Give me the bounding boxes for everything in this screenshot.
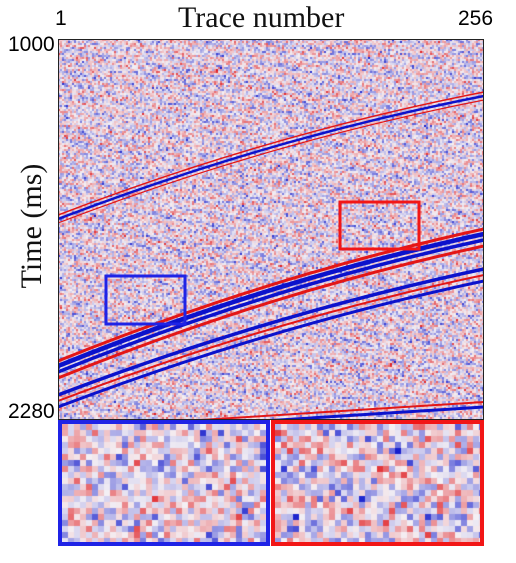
section-frame [58, 39, 484, 420]
reflection-event [255, 405, 484, 420]
x-tick-last: 256 [458, 7, 494, 30]
reflection-event [184, 401, 484, 420]
reflection-event [58, 99, 484, 224]
zoom-panel-red [271, 420, 484, 546]
y-axis-label: Time (ms) [15, 163, 48, 289]
reflection-event [58, 238, 484, 374]
y-tick-last: 2280 [8, 400, 55, 423]
zoom-red-canvas [275, 424, 480, 542]
reflection-event [58, 274, 484, 402]
reflection-event [58, 94, 484, 221]
blue-box [104, 274, 187, 326]
seismic-events-overlay [58, 39, 484, 420]
seismic-noise-canvas [58, 39, 484, 420]
y-tick-first: 1000 [8, 33, 55, 56]
reflection-event [58, 91, 484, 216]
reflection-event [58, 267, 484, 397]
seismic-section [58, 39, 484, 420]
reflection-event [58, 231, 484, 369]
red-box [338, 200, 421, 251]
x-tick-first: 1 [55, 7, 67, 30]
zoom-blue-canvas [62, 424, 266, 542]
reflection-event [58, 227, 484, 363]
zoom-panel-blue [58, 420, 270, 546]
reflection-event [58, 244, 484, 380]
x-axis-label: Trace number [178, 1, 345, 34]
reflection-event [58, 279, 484, 409]
